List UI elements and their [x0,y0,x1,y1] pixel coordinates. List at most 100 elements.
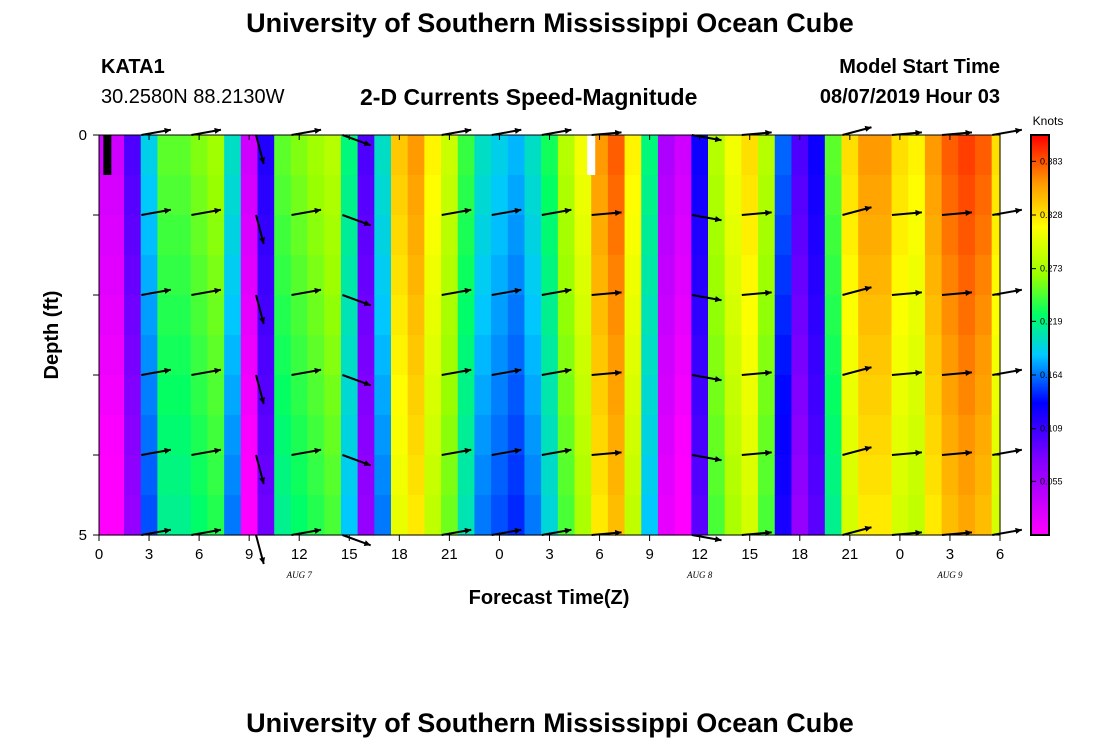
heatmap-cell [557,255,576,296]
heatmap-cell [891,175,909,216]
heatmap-cell [407,135,425,176]
heatmap-cell [340,415,359,456]
heatmap-cell [474,215,492,256]
current-vector [842,205,872,216]
current-vector [342,374,372,387]
heatmap-cell [174,455,192,496]
heatmap-cell [340,495,359,536]
heatmap-cell [374,215,392,256]
heatmap-cell [741,135,759,176]
current-vector [541,367,572,376]
heatmap-cell [991,175,1001,216]
heatmap-cell [724,255,742,296]
x-tick-label: 15 [341,546,358,563]
heatmap-cell [941,215,959,256]
heatmap-cell [958,215,976,256]
heatmap-cell [307,295,325,336]
current-vector [992,527,1023,536]
heatmap-cell [474,255,492,296]
heatmap-cell [824,455,843,496]
heatmap-cell [374,175,392,216]
heatmap-cell [274,415,292,456]
heatmap-cell [808,495,826,536]
heatmap-cell [507,495,526,536]
heatmap-cell [140,215,158,256]
heatmap-cell [157,215,175,256]
heatmap-cell [174,175,192,216]
heatmap-cell [708,455,726,496]
heatmap-cell [974,215,993,256]
heatmap-cell [374,495,392,536]
heatmap-cell [174,255,192,296]
heatmap-cell [290,495,309,536]
x-tick-label: 3 [145,546,153,563]
current-vector [191,287,222,296]
current-vector [441,287,472,296]
current-vector [992,367,1023,376]
heatmap-cell [758,255,776,296]
heatmap-cell [390,495,409,536]
heatmap-cell [641,295,659,336]
heatmap-cell [357,335,375,376]
current-vector [992,207,1023,216]
heatmap-cell [390,455,409,496]
heatmap-cell [874,175,893,216]
current-vector [491,527,522,536]
heatmap-cell [307,335,325,376]
heatmap-cell [741,175,759,216]
heatmap-cell [240,215,259,256]
heatmap-cell [340,455,359,496]
heatmap-cell [841,135,859,176]
current-vector [541,447,572,456]
heatmap-cell [708,415,726,456]
heatmap-cell [374,135,392,176]
heatmap-cell [774,135,793,176]
current-vector [541,287,572,296]
heatmap-cell [491,495,509,536]
heatmap-cell [124,295,142,336]
heatmap-cell [791,135,809,176]
heatmap-cell [791,175,809,216]
heatmap-cell [758,495,776,536]
current-vector [491,127,522,136]
heatmap-cell [991,255,1001,296]
heatmap-cell [674,495,692,536]
colorbar-scale [1030,134,1050,536]
heatmap-cell [591,415,609,456]
x-tick-label: 21 [441,546,458,563]
heatmap-cell [758,215,776,256]
colorbar-tick-label: 0.164 [1040,370,1063,380]
heatmap-cell [591,175,609,216]
heatmap-cell [541,335,559,376]
current-vector [141,287,172,296]
heatmap-cell [657,375,676,416]
heatmap-cell [708,255,726,296]
heatmap-cell [124,415,142,456]
station-coordinates: 30.2580N 88.2130W [101,86,285,108]
heatmap-cell [924,295,943,336]
heatmap-cell [274,175,292,216]
heatmap-cell [174,295,192,336]
heatmap-cell [624,255,642,296]
heatmap-cell [524,415,542,456]
heatmap-cell [624,415,642,456]
heatmap-cell [891,415,909,456]
heatmap-cell [541,295,559,336]
heatmap-cell [257,375,275,416]
heatmap-cell [257,455,275,496]
heatmap-cell [874,335,893,376]
current-vector [691,214,722,223]
x-tick-label: 0 [495,546,503,563]
heatmap-cell [941,375,959,416]
current-vector [741,289,772,296]
heatmap-cell [724,415,742,456]
current-vector [591,449,622,456]
heatmap-cell [808,215,826,256]
heatmap-cell [190,455,209,496]
x-tick-label: 15 [741,546,758,563]
heatmap-cell [474,375,492,416]
heatmap-cell [624,455,642,496]
heatmap-cell [457,135,476,176]
current-vector [591,369,622,376]
